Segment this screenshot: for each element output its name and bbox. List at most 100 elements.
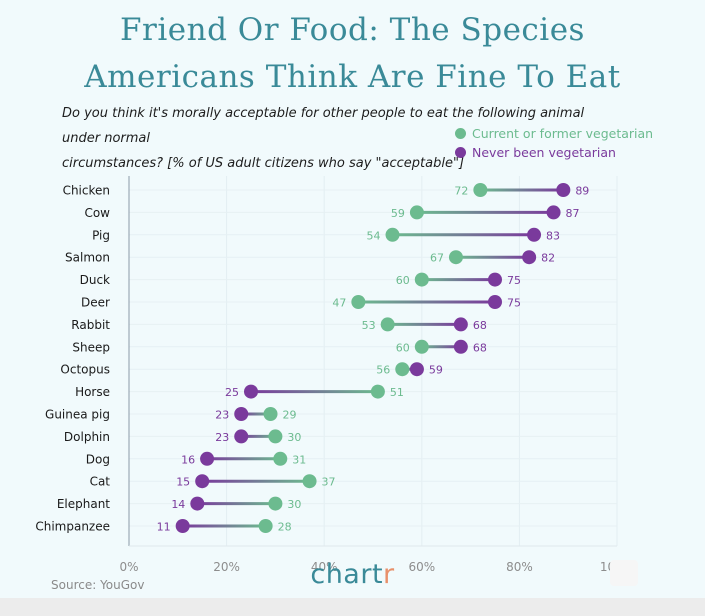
value-label-never-vegetarian: 75 (507, 274, 521, 287)
category-label: Cow (84, 206, 110, 220)
point-never-vegetarian (522, 250, 537, 265)
value-label-vegetarian: 29 (283, 409, 297, 422)
point-never-vegetarian (556, 183, 571, 197)
point-vegetarian (258, 519, 273, 533)
x-tick-label: 60% (408, 560, 435, 574)
value-label-vegetarian: 72 (454, 185, 468, 198)
category-label: Dog (86, 452, 110, 466)
point-never-vegetarian (190, 496, 205, 511)
x-tick-label: 20% (213, 560, 240, 574)
point-never-vegetarian (175, 519, 190, 533)
value-label-never-vegetarian: 15 (176, 476, 190, 489)
value-label-never-vegetarian: 82 (541, 252, 555, 265)
point-never-vegetarian (200, 451, 215, 466)
value-label-vegetarian: 28 (278, 521, 292, 534)
category-label: Pig (92, 228, 110, 242)
point-vegetarian (273, 451, 288, 466)
point-vegetarian (409, 205, 424, 220)
value-label-vegetarian: 60 (396, 274, 410, 287)
value-label-never-vegetarian: 68 (473, 341, 487, 354)
category-label: Rabbit (71, 318, 110, 332)
chart-legend: Current or former vegetarian Never been … (455, 124, 653, 162)
chart-title-line2: Americans Think Are Fine To Eat (84, 59, 621, 95)
point-never-vegetarian (453, 317, 468, 332)
category-label: Dolphin (64, 430, 110, 444)
value-label-never-vegetarian: 83 (546, 229, 560, 242)
value-label-never-vegetarian: 11 (157, 521, 171, 534)
category-label: Horse (75, 385, 110, 399)
value-label-vegetarian: 54 (367, 229, 381, 242)
chartr-logo: chartr (0, 559, 705, 590)
point-vegetarian (370, 384, 385, 399)
footer-bar (0, 598, 705, 616)
chart-subtitle: Do you think it's morally acceptable for… (62, 101, 622, 176)
category-label: Cat (90, 475, 111, 489)
subtitle-line2: circumstances? [% of US adult citizens w… (62, 156, 465, 171)
category-label: Salmon (65, 251, 110, 265)
value-label-vegetarian: 59 (391, 207, 405, 220)
point-never-vegetarian (488, 272, 502, 287)
value-label-never-vegetarian: 75 (507, 297, 521, 310)
point-never-vegetarian (546, 205, 561, 220)
value-label-never-vegetarian: 68 (473, 319, 487, 332)
point-vegetarian (414, 272, 429, 287)
point-never-vegetarian (244, 384, 258, 399)
point-vegetarian (448, 250, 463, 265)
category-label: Sheep (72, 340, 110, 354)
value-label-vegetarian: 37 (322, 476, 336, 489)
legend-label-never-vegetarian: Never been vegetarian (472, 145, 616, 160)
legend-dot-green (455, 128, 466, 139)
legend-dot-purple (455, 147, 466, 158)
value-label-never-vegetarian: 89 (575, 185, 589, 198)
point-vegetarian (302, 474, 317, 489)
value-label-vegetarian: 30 (287, 498, 301, 511)
category-label: Chicken (63, 184, 110, 198)
value-label-vegetarian: 51 (390, 386, 404, 399)
value-label-vegetarian: 56 (376, 364, 390, 377)
point-vegetarian (268, 496, 283, 511)
value-label-vegetarian: 47 (332, 297, 346, 310)
category-label: Guinea pig (45, 408, 110, 422)
value-label-never-vegetarian: 59 (429, 364, 443, 377)
point-never-vegetarian (234, 407, 249, 421)
category-label: Octopus (60, 363, 110, 377)
point-never-vegetarian (488, 295, 502, 309)
point-vegetarian (395, 362, 410, 377)
point-vegetarian (351, 295, 366, 309)
chart-title-line1: Friend Or Food: The Species (120, 12, 585, 48)
point-never-vegetarian (195, 474, 210, 489)
point-never-vegetarian (453, 339, 468, 354)
value-label-never-vegetarian: 23 (215, 431, 229, 444)
value-label-never-vegetarian: 25 (225, 386, 239, 399)
source-text: Source: YouGov (51, 578, 145, 592)
point-vegetarian (473, 183, 488, 197)
value-label-vegetarian: 31 (292, 453, 306, 466)
point-vegetarian (380, 317, 395, 332)
logo-accent: r (383, 559, 395, 590)
point-vegetarian (263, 407, 278, 421)
point-vegetarian (385, 227, 400, 242)
category-label: Elephant (57, 497, 110, 511)
legend-item-never-vegetarian: Never been vegetarian (455, 143, 653, 162)
category-label: Deer (81, 296, 110, 310)
legend-label-vegetarian: Current or former vegetarian (472, 126, 654, 141)
x-tick-label: 40% (311, 560, 338, 574)
value-label-vegetarian: 67 (430, 252, 444, 265)
value-label-vegetarian: 30 (287, 431, 301, 444)
value-label-never-vegetarian: 23 (215, 409, 229, 422)
legend-item-vegetarian: Current or former vegetarian (455, 124, 653, 143)
value-label-vegetarian: 53 (362, 319, 376, 332)
value-label-never-vegetarian: 14 (171, 498, 185, 511)
corner-box (610, 560, 638, 586)
x-tick-label: 0% (119, 560, 138, 574)
logo-main: chart (310, 559, 384, 590)
value-label-vegetarian: 60 (396, 341, 410, 354)
point-never-vegetarian (527, 227, 542, 242)
value-label-never-vegetarian: 16 (181, 453, 195, 466)
category-label: Duck (80, 273, 110, 287)
x-tick-label: 80% (506, 560, 533, 574)
category-label: Chimpanzee (35, 520, 110, 534)
point-vegetarian (414, 339, 429, 354)
